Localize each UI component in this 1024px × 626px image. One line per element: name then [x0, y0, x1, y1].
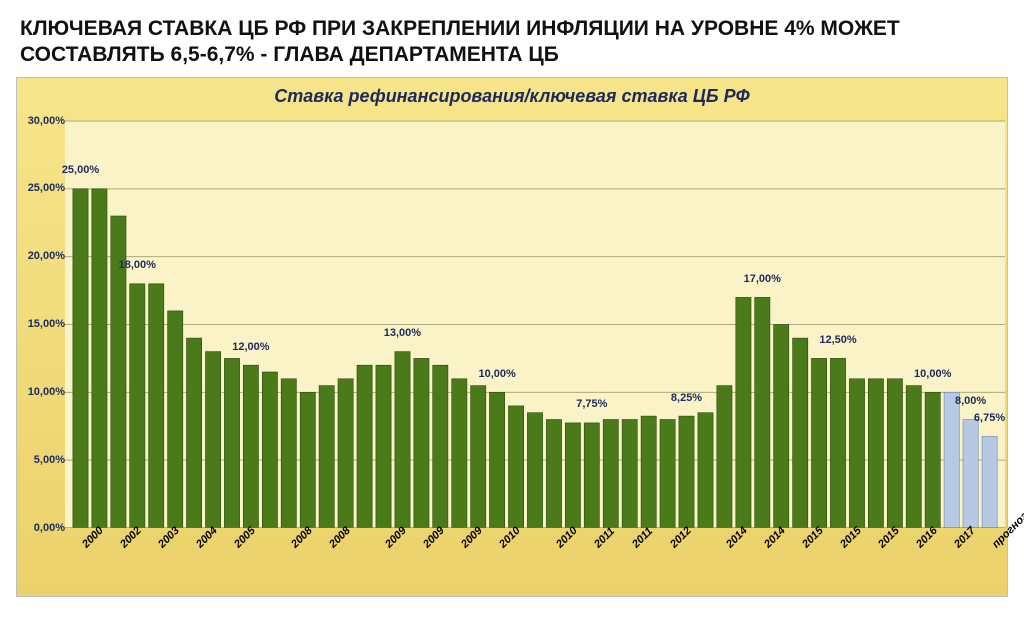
data-label: 13,00%	[384, 327, 421, 339]
bar	[736, 297, 751, 528]
bar	[433, 365, 448, 528]
bar	[887, 378, 902, 527]
bar	[906, 385, 921, 527]
bar	[168, 310, 183, 527]
data-label: 10,00%	[914, 368, 951, 380]
x-tick-label: 2011	[592, 525, 617, 550]
bar	[641, 416, 656, 528]
x-tick-label: 2015	[838, 524, 864, 550]
bar	[471, 385, 486, 527]
bar	[243, 365, 258, 528]
x-tick-label: 2002	[118, 524, 144, 550]
y-tick-label: 30,00%	[28, 115, 65, 127]
bar	[925, 392, 940, 528]
x-tick-label: 2009	[383, 524, 409, 550]
bar	[793, 338, 808, 528]
bar	[698, 412, 713, 527]
bar	[490, 392, 505, 528]
headline: КЛЮЧЕВАЯ СТАВКА ЦБ РФ ПРИ ЗАКРЕПЛЕНИИ ИН…	[0, 0, 1024, 77]
chart-container: Ставка рефинансирования/ключевая ставка …	[16, 77, 1008, 597]
bar	[376, 365, 391, 528]
bar	[944, 392, 959, 528]
data-label: 25,00%	[62, 164, 99, 176]
bar	[206, 351, 221, 527]
bar	[224, 358, 239, 528]
bar	[584, 422, 599, 527]
bar	[300, 392, 315, 528]
bar	[982, 436, 997, 528]
bar	[452, 378, 467, 527]
y-tick-label: 15,00%	[28, 318, 65, 330]
x-tick-label: 2015	[876, 524, 902, 550]
bar	[509, 405, 524, 527]
bar	[679, 416, 694, 528]
data-label: 10,00%	[478, 368, 515, 380]
bar	[812, 358, 827, 528]
x-axis-row: 2000200220032004200520082008200920092009…	[17, 528, 1007, 596]
x-tick-label: 2014	[724, 524, 750, 550]
bar	[130, 283, 145, 527]
data-label: 17,00%	[744, 273, 781, 285]
bar-chart-svg	[65, 115, 1005, 528]
x-tick-label: 2003	[156, 524, 182, 550]
x-tick-label: 2012	[668, 524, 694, 550]
bar	[262, 372, 277, 528]
x-tick-label: 2000	[80, 524, 106, 550]
page: { "headline": "КЛЮЧЕВАЯ СТАВКА ЦБ РФ ПРИ…	[0, 0, 1024, 626]
x-tick-label: 2009	[459, 524, 485, 550]
bar	[774, 324, 789, 528]
bar	[73, 188, 88, 527]
bar	[660, 419, 675, 528]
bar	[187, 338, 202, 528]
bar	[395, 351, 410, 527]
x-tick-label: 2009	[421, 524, 447, 550]
bar	[281, 378, 296, 527]
x-tick-label: 2017	[952, 524, 978, 550]
x-tick-label: 2010	[554, 524, 580, 550]
data-label: 8,00%	[955, 395, 986, 407]
plot-area: 25,00% 18,00% 12,00% 13,00% 10,00% 7,75% 8,25%…	[65, 107, 1019, 528]
bar	[830, 358, 845, 528]
x-tick-label: 2016	[914, 524, 940, 550]
y-tick-label: 5,00%	[34, 454, 65, 466]
bar	[849, 378, 864, 527]
x-tick-label: 2005	[232, 524, 258, 550]
data-label: 6,75%	[974, 412, 1005, 424]
y-tick-label: 20,00%	[28, 250, 65, 262]
x-tick-label: 2010	[497, 524, 523, 550]
x-tick-label: 2011	[630, 525, 655, 550]
bar	[149, 283, 164, 527]
x-tick-label: 2008	[289, 524, 315, 550]
data-label: 18,00%	[119, 259, 156, 271]
bar	[92, 188, 107, 527]
x-tick-label: 2004	[194, 524, 220, 550]
y-tick-label: 0,00%	[34, 522, 65, 534]
x-tick-label: 2008	[327, 524, 353, 550]
bar	[755, 297, 770, 528]
x-tick-label: 2015	[800, 524, 826, 550]
bar	[868, 378, 883, 527]
data-label: 12,00%	[232, 341, 269, 353]
bar	[565, 422, 580, 527]
bar	[319, 385, 334, 527]
y-axis-labels: 0,00%5,00%10,00%15,00%20,00%25,00%30,00%	[17, 107, 65, 528]
y-tick-label: 10,00%	[28, 386, 65, 398]
x-axis-labels: 2000200220032004200520082008200920092009…	[67, 528, 1007, 596]
bar	[338, 378, 353, 527]
bar	[622, 419, 637, 528]
data-label: 12,50%	[819, 334, 856, 346]
chart-title: Ставка рефинансирования/ключевая ставка …	[17, 78, 1007, 107]
data-label: 8,25%	[671, 392, 702, 404]
bar	[603, 419, 618, 528]
bar	[527, 412, 542, 527]
bar	[357, 365, 372, 528]
bar	[414, 358, 429, 528]
plot-row: 0,00%5,00%10,00%15,00%20,00%25,00%30,00%…	[17, 107, 1007, 528]
bar	[546, 419, 561, 528]
bar	[717, 385, 732, 527]
y-tick-label: 25,00%	[28, 182, 65, 194]
data-label: 7,75%	[576, 398, 607, 410]
bar	[963, 419, 978, 528]
x-tick-label: 2014	[762, 524, 788, 550]
